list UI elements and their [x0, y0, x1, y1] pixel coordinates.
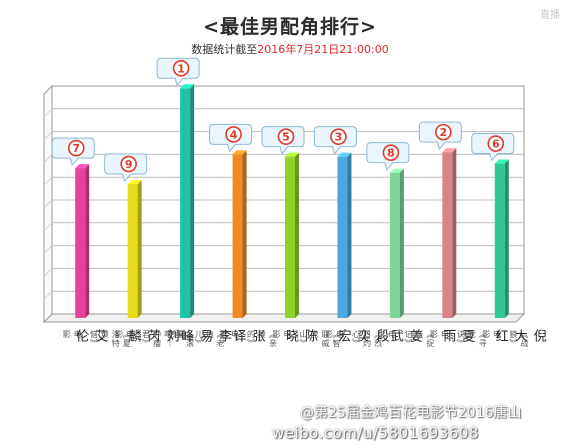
gridline-side — [43, 268, 53, 277]
rank-circle — [435, 123, 452, 141]
subtitle-date: 2016年7月21日21:00:00 — [257, 43, 389, 56]
bar-top-face — [75, 164, 90, 169]
bar-side-face — [399, 168, 404, 318]
rank-number: 5 — [282, 131, 290, 144]
rank-number: 4 — [230, 128, 238, 141]
rank-number: 1 — [177, 62, 185, 75]
bar — [180, 88, 191, 318]
bar-top-face — [180, 84, 195, 89]
rank-circle — [277, 128, 295, 145]
bar-top-face — [232, 150, 247, 155]
corner-logo: 直播 — [540, 10, 560, 21]
bar — [75, 168, 86, 318]
bar-side-face — [347, 152, 352, 318]
bar — [389, 172, 400, 318]
gridline-side — [43, 131, 53, 140]
rank-number: 8 — [387, 147, 395, 160]
rank-circle — [330, 128, 347, 145]
bar-top-face — [494, 159, 509, 164]
bar-top-face — [337, 152, 352, 157]
gridline-side — [43, 199, 53, 209]
bar-side-face — [295, 152, 299, 318]
gridline-side — [43, 245, 53, 254]
bar-side-face — [85, 164, 90, 318]
bar — [337, 156, 348, 318]
bar-top-face — [442, 148, 457, 153]
bar-side-face — [504, 159, 509, 318]
bar — [127, 184, 138, 318]
rank-circle — [172, 59, 190, 77]
rank-number: 9 — [125, 158, 133, 171]
rank-circle — [382, 144, 400, 161]
watermark-text: @第25届金鸡百花电影节2016唐山 — [300, 405, 522, 421]
rank-number: 3 — [335, 131, 343, 144]
bar-side-face — [190, 84, 195, 318]
bar-top-face — [285, 152, 299, 157]
bar — [494, 163, 505, 318]
rank-number: 7 — [72, 142, 80, 155]
chart-subtitle: 数据统计截至2016年7月21日21:00:00 — [0, 41, 580, 57]
bar-top-face — [127, 180, 142, 185]
gridline-side — [43, 222, 53, 232]
bar-side-face — [452, 148, 457, 318]
rank-circle — [225, 126, 242, 143]
rank-circle — [67, 139, 85, 157]
bar — [442, 152, 453, 318]
rank-number: 2 — [440, 126, 448, 139]
bar — [285, 156, 295, 318]
subtitle-prefix: 数据统计截至 — [191, 43, 258, 56]
rank-number: 6 — [492, 138, 500, 151]
watermark-url: weibo.com/u/5801693608 — [272, 424, 479, 442]
rank-circle — [487, 135, 505, 152]
bar-side-face — [137, 180, 142, 318]
bar-top-face — [389, 168, 404, 173]
chart-title: <最佳男配角排行> — [203, 16, 377, 38]
gridline-side — [43, 290, 53, 300]
gridline-side — [43, 154, 53, 163]
gridline-side — [43, 108, 53, 118]
gridline-side — [43, 176, 53, 186]
bar — [232, 154, 243, 318]
bar-side-face — [242, 150, 247, 318]
rank-circle — [120, 155, 137, 173]
